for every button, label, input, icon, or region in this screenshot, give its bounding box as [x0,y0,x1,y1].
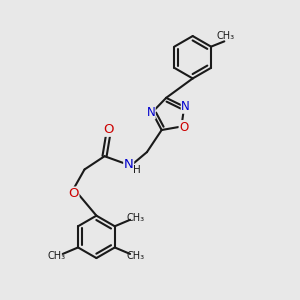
Text: N: N [146,106,155,119]
Text: O: O [103,123,113,136]
Text: N: N [124,158,134,171]
Text: O: O [68,187,79,200]
Text: CH₃: CH₃ [127,251,145,261]
Text: N: N [181,100,190,113]
Text: O: O [179,121,188,134]
Text: H: H [133,165,141,175]
Text: CH₃: CH₃ [127,213,145,223]
Text: CH₃: CH₃ [48,251,66,261]
Text: CH₃: CH₃ [217,31,235,41]
